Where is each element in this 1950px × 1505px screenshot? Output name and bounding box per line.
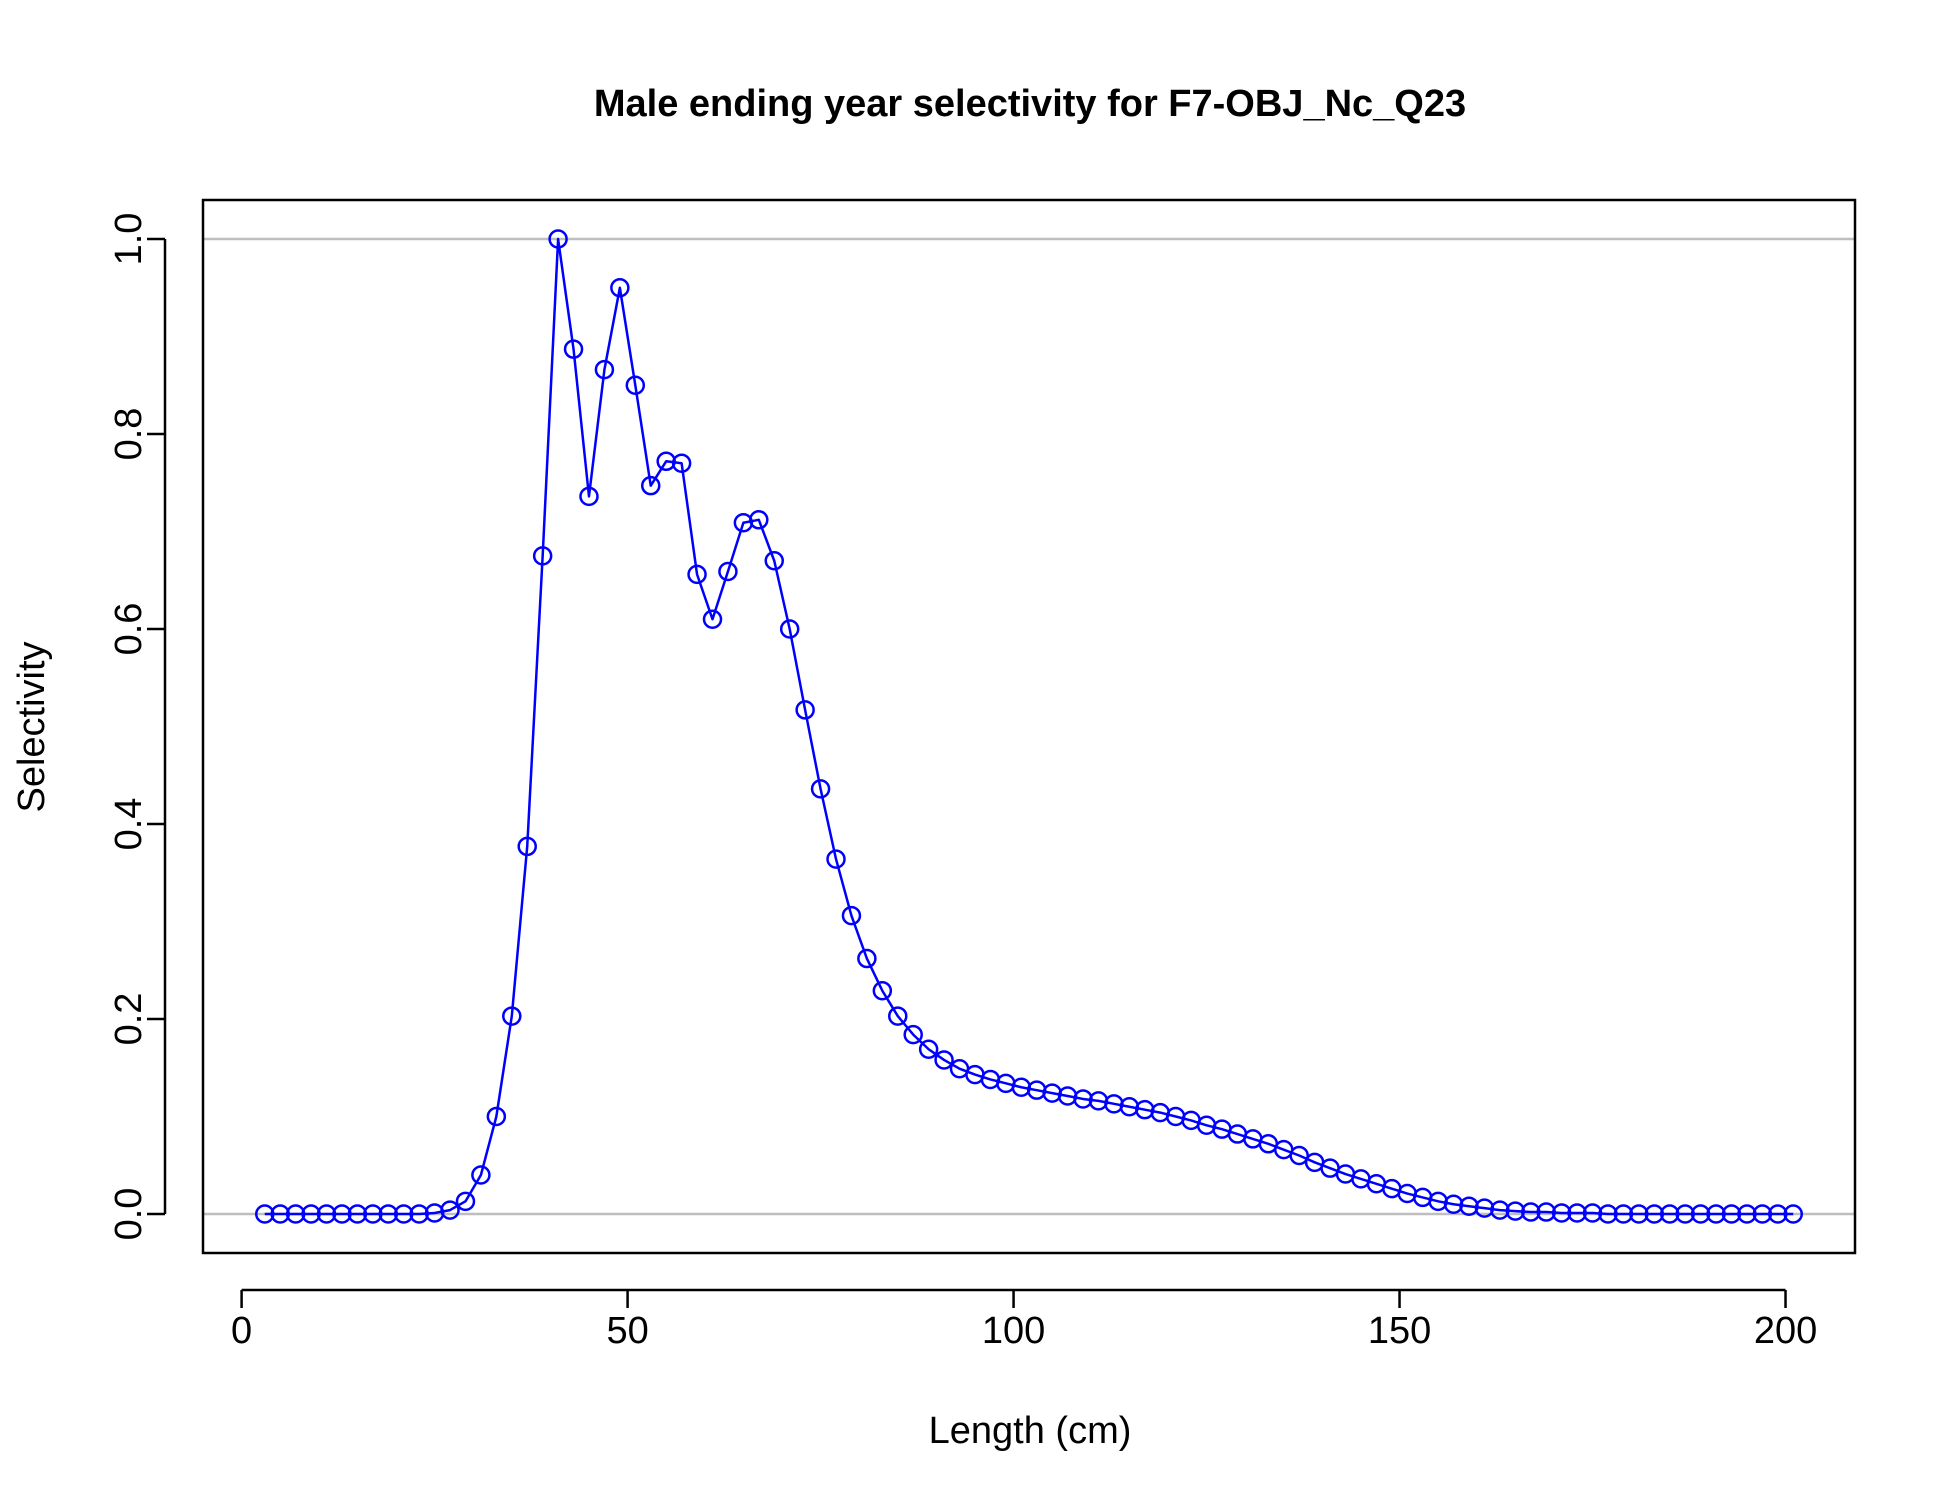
data-point	[332, 1204, 352, 1224]
data-point	[857, 948, 877, 969]
data-point	[363, 1204, 383, 1224]
data-point	[1644, 1204, 1665, 1224]
data-point	[1768, 1204, 1788, 1224]
data-point	[702, 609, 723, 629]
data-point	[934, 1050, 954, 1070]
x-axis-label: Length (cm)	[929, 1410, 1132, 1452]
data-point	[1675, 1204, 1695, 1224]
data-point	[903, 1024, 923, 1045]
data-point	[625, 375, 646, 395]
y-tick-label: 0.6	[108, 603, 150, 656]
data-point	[471, 1165, 491, 1185]
data-point	[1752, 1204, 1773, 1224]
data-point	[1690, 1204, 1711, 1224]
data-point	[301, 1204, 321, 1224]
data-point	[872, 980, 893, 1001]
data-point	[826, 849, 846, 869]
y-tick-label: 1.0	[108, 213, 150, 266]
data-point	[1613, 1204, 1634, 1224]
data-point	[1073, 1089, 1093, 1109]
data-point	[1567, 1203, 1587, 1223]
data-point	[1536, 1202, 1556, 1222]
data-point	[440, 1200, 460, 1220]
x-tick-label: 150	[1368, 1310, 1431, 1352]
plot-frame	[201, 198, 1857, 1255]
data-point	[687, 564, 707, 585]
data-point	[1459, 1196, 1479, 1216]
chart-title: Male ending year selectivity for F7-OBJ_…	[594, 83, 1466, 125]
data-point	[1629, 1204, 1649, 1224]
y-tick-label: 0.4	[108, 798, 150, 851]
x-tick-label: 0	[231, 1310, 252, 1352]
data-point	[1582, 1203, 1603, 1223]
y-tick-label: 0.8	[108, 408, 150, 461]
data-point	[1737, 1204, 1757, 1224]
data-point	[1551, 1203, 1572, 1223]
data-point	[594, 359, 615, 380]
data-point	[270, 1204, 290, 1224]
data-point	[764, 551, 784, 571]
data-point	[455, 1191, 476, 1212]
data-point	[1521, 1202, 1541, 1222]
data-point	[1505, 1201, 1526, 1221]
data-point	[888, 1006, 908, 1026]
data-point	[1490, 1200, 1510, 1220]
data-point	[1443, 1194, 1464, 1214]
data-point	[918, 1039, 939, 1059]
data-point	[810, 779, 831, 799]
series-line	[264, 237, 1794, 1216]
data-point	[347, 1204, 368, 1224]
data-point	[255, 1204, 275, 1224]
data-point	[656, 451, 676, 472]
data-point	[393, 1204, 414, 1224]
data-point	[718, 561, 738, 582]
data-point	[285, 1204, 306, 1224]
data-point	[1659, 1204, 1680, 1224]
data-point	[1474, 1198, 1495, 1218]
data-point	[579, 486, 599, 507]
data-point	[316, 1204, 337, 1224]
data-point	[502, 1006, 522, 1026]
reference-lines	[203, 237, 1855, 1216]
data-point	[1783, 1204, 1803, 1224]
data-point	[749, 510, 769, 530]
x-tick-label: 200	[1754, 1310, 1817, 1352]
data-point	[548, 229, 568, 249]
data-point	[1598, 1204, 1618, 1224]
y-tick-label: 0.2	[108, 993, 150, 1046]
data-point	[378, 1204, 399, 1224]
data-point	[1721, 1204, 1742, 1224]
y-axis-label: Selectivity	[11, 641, 53, 812]
data-point	[610, 278, 630, 298]
data-point	[517, 836, 537, 857]
y-axis: 0.0 0.2 0.4 0.6 0.8 1.0	[108, 213, 167, 1241]
data-point	[563, 339, 584, 359]
x-tick-label: 50	[606, 1310, 648, 1352]
data-point	[841, 905, 862, 926]
data-point	[671, 453, 692, 473]
data-point	[532, 546, 553, 566]
data-point	[779, 619, 800, 639]
y-tick-label: 0.0	[108, 1188, 150, 1241]
x-axis: 0 50 100 150 200	[231, 1288, 1817, 1352]
data-point	[409, 1204, 429, 1224]
data-point	[640, 475, 661, 496]
data-point	[486, 1106, 507, 1127]
data-point	[795, 700, 815, 720]
data-point	[1706, 1204, 1726, 1224]
x-tick-label: 100	[982, 1310, 1045, 1352]
series-blue	[255, 229, 1803, 1224]
